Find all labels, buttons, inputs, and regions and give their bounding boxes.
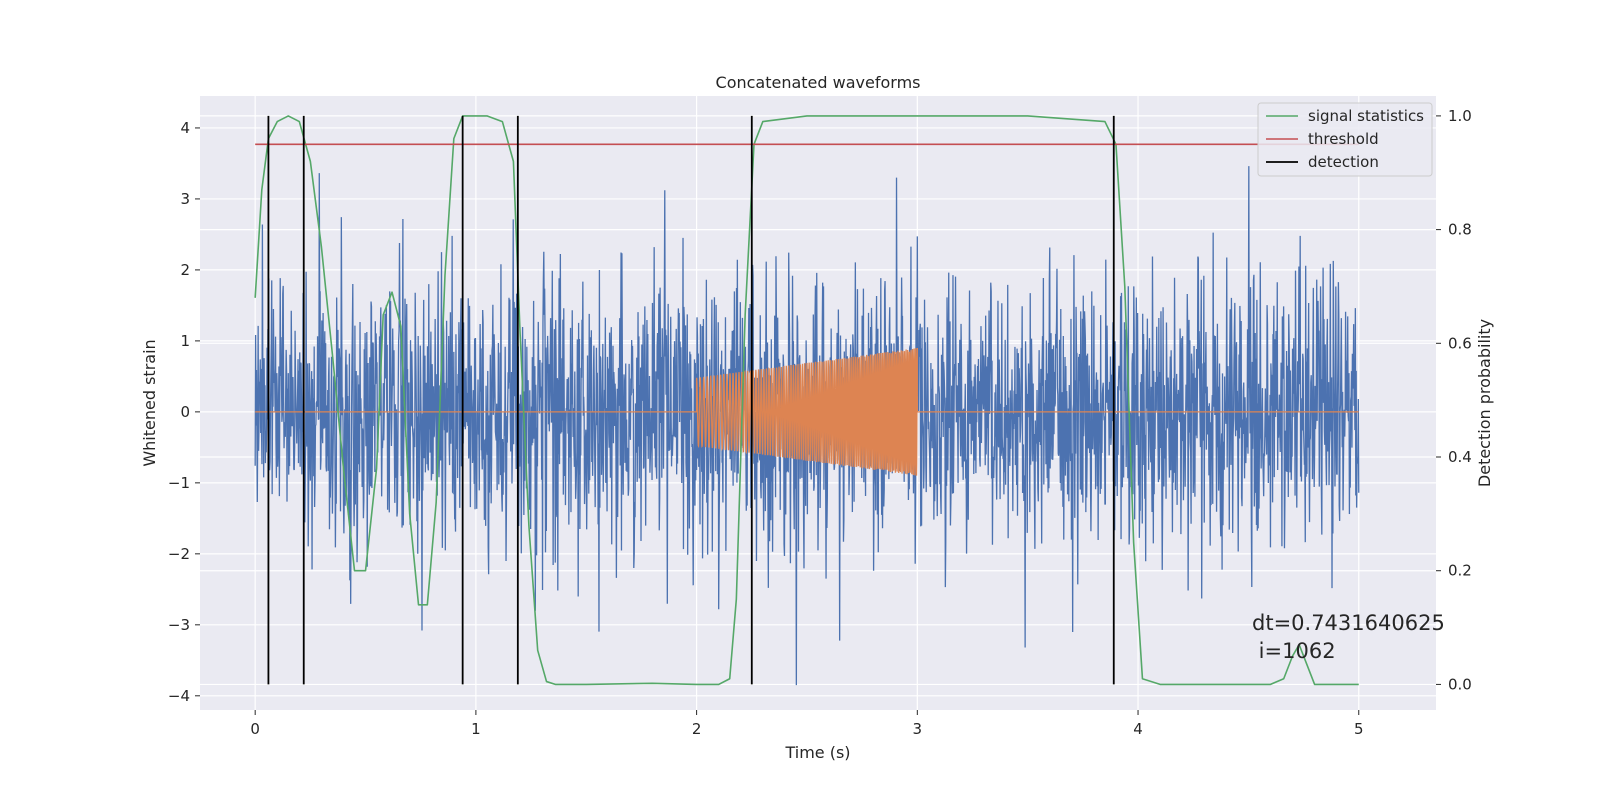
chart-title: Concatenated waveforms: [716, 73, 921, 92]
legend-box: [1257, 102, 1433, 177]
x-tick-label: 2: [692, 720, 702, 738]
y-tick-label: −2: [168, 545, 190, 563]
x-tick-label: 4: [1133, 720, 1143, 738]
y-tick-label: −3: [168, 616, 190, 634]
x-axis-label: Time (s): [784, 743, 850, 762]
chirp-series-line: [255, 347, 1359, 476]
y-tick-label: 4: [180, 119, 190, 137]
y2-axis-label: Detection probability: [1475, 319, 1494, 487]
x-tick-label: 5: [1354, 720, 1364, 738]
ticks: 0 1 2 3 4 5 −4 −3 −2 −1 0 1 2 3 4 0.0 0.2 0.4 0.6 0.8 1.0: [168, 107, 1472, 738]
y2-tick-label: 1.0: [1448, 107, 1472, 125]
y2-tick-label: 0.6: [1448, 334, 1472, 352]
annotation-dt: dt=0.7431640625: [1252, 611, 1445, 635]
legend: signal statistics threshold detection: [1257, 102, 1433, 177]
y-tick-label: 3: [180, 190, 190, 208]
legend-label-threshold: threshold: [1308, 130, 1379, 148]
x-tick-label: 3: [913, 720, 923, 738]
x-tick-label: 0: [250, 720, 260, 738]
y2-tick-label: 0.2: [1448, 562, 1472, 580]
series-layer: [254, 115, 1360, 686]
y-tick-label: 2: [180, 261, 190, 279]
legend-label-signal-statistics: signal statistics: [1308, 107, 1424, 125]
y-tick-label: 1: [180, 332, 190, 350]
y2-tick-label: 0.4: [1448, 448, 1472, 466]
y2-tick-label: 0.8: [1448, 221, 1472, 239]
y-tick-label: −4: [168, 687, 190, 705]
y-axis-label: Whitened strain: [140, 339, 159, 466]
y-tick-label: −1: [168, 474, 190, 492]
legend-label-detection: detection: [1308, 153, 1379, 171]
signal-statistics-line: [254, 115, 1359, 686]
y2-tick-label: 0.0: [1448, 675, 1472, 693]
annotation-i: i=1062: [1252, 639, 1336, 663]
x-tick-label: 1: [471, 720, 481, 738]
y-tick-label: 0: [180, 403, 190, 421]
